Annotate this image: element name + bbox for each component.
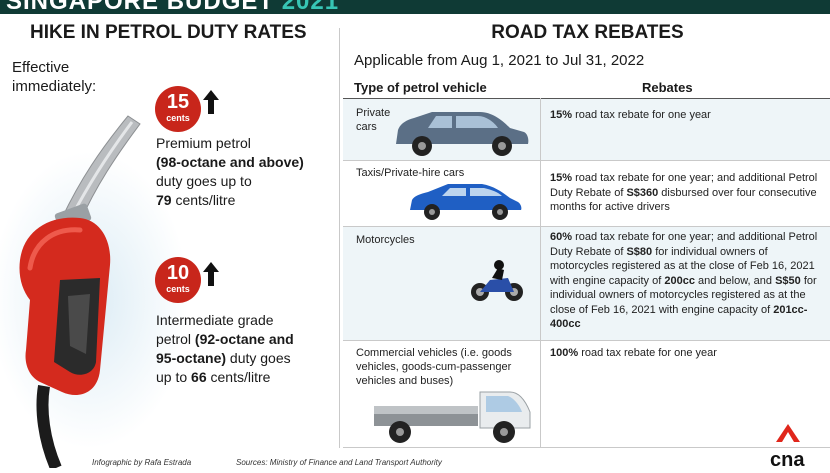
up-arrow-icon: [203, 262, 219, 286]
col-header-vehicle: Type of petrol vehicle: [354, 80, 487, 95]
col-header-rebates: Rebates: [642, 80, 693, 95]
rebate-commercial: 100% road tax rebate for one year: [550, 347, 717, 359]
premium-increase-badge: 15 cents: [155, 86, 201, 132]
rebate-private: 15% road tax rebate for one year: [550, 109, 711, 121]
truck-icon: [374, 391, 531, 443]
rebate-motorcycles: 60% road tax rebate for one year; and ad…: [550, 231, 818, 330]
up-arrow-icon: [203, 90, 219, 114]
banner-title: SINGAPORE BUDGET 2021: [6, 0, 340, 14]
vehicle-label-commercial: Commercial vehicles (i.e. goods vehicles…: [356, 347, 512, 387]
road-tax-title: ROAD TAX REBATES: [491, 22, 684, 43]
section-divider: [339, 28, 340, 448]
petrol-duty-title: HIKE IN PETROL DUTY RATES: [30, 22, 307, 43]
applicable-period: Applicable from Aug 1, 2021 to Jul 31, 2…: [354, 52, 645, 69]
row-divider: [343, 447, 830, 448]
vehicle-label-motorcycles: Motorcycles: [356, 234, 415, 246]
motorcycle-icon: [471, 260, 523, 301]
infographic-credit: Infographic by Rafa Estrada: [92, 458, 192, 467]
row-shade: [343, 226, 830, 340]
row-divider: [343, 340, 830, 341]
cna-logo: cna: [768, 420, 812, 473]
effective-label: Effective immediately:: [12, 59, 97, 95]
taxi-car-icon: [410, 184, 522, 220]
row-divider: [343, 98, 830, 99]
vehicle-label-private: Private cars: [356, 107, 391, 133]
sources-credit: Sources: Ministry of Finance and Land Tr…: [236, 458, 442, 467]
rebate-taxis: 15% road tax rebate for one year; and ad…: [550, 172, 818, 213]
intermediate-duty-text: Intermediate grade petrol (92-octane and…: [156, 312, 294, 385]
row-divider: [343, 160, 830, 161]
row-divider: [343, 226, 830, 227]
vehicle-label-taxis: Taxis/Private-hire cars: [356, 167, 465, 179]
column-divider: [540, 98, 541, 448]
petrol-nozzle-illustration: [19, 115, 141, 468]
svg-text:cna: cna: [770, 449, 805, 468]
intermediate-increase-badge: 10 cents: [155, 257, 201, 303]
top-banner: SINGAPORE BUDGET 2021: [0, 0, 830, 14]
private-car-icon: [396, 112, 529, 156]
premium-duty-text: Premium petrol (98-octane and above) dut…: [156, 135, 304, 208]
